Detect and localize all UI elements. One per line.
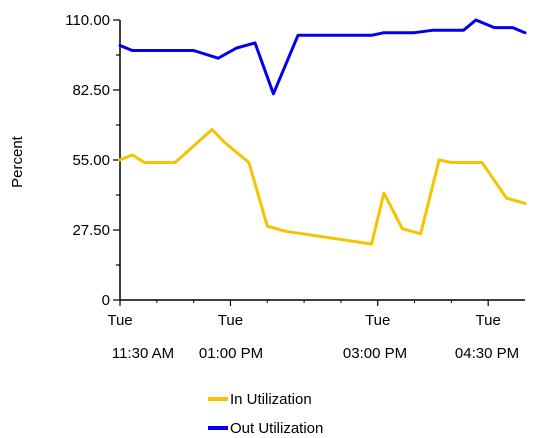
x-tick-day-label: Tue (218, 312, 243, 329)
legend: In Utilization Out Utilization (208, 391, 323, 437)
y-tick-label: 55.00 (72, 152, 110, 169)
x-tick-time-label: 03:00 PM (343, 345, 407, 362)
legend-entry-label: In Utilization (230, 391, 312, 408)
y-tick-label: 0 (102, 292, 110, 309)
x-tick-day-label: Tue (365, 312, 390, 329)
y-tick-label: 110.00 (65, 12, 110, 29)
legend-entry-label: Out Utilization (230, 420, 323, 437)
x-tick-day-label: Tue (107, 312, 132, 329)
tick-labels: 110.00 82.50 55.00 27.50 0 Tue 11:30 AM Tue 01:0… (65, 12, 519, 362)
y-tick-label: 82.50 (72, 82, 110, 99)
y-axis-label: Percent (9, 135, 26, 188)
x-tick-time-label: 11:30 AM (112, 345, 174, 362)
x-tick-time-label: 04:30 PM (455, 345, 519, 362)
x-tick-time-label: 01:00 PM (199, 345, 263, 362)
series-line-in-utilization (118, 128, 527, 246)
series-line-out-utilization (118, 18, 527, 96)
x-tick-day-label: Tue (476, 312, 501, 329)
y-tick-label: 27.50 (72, 222, 110, 239)
series-layer (118, 18, 527, 246)
